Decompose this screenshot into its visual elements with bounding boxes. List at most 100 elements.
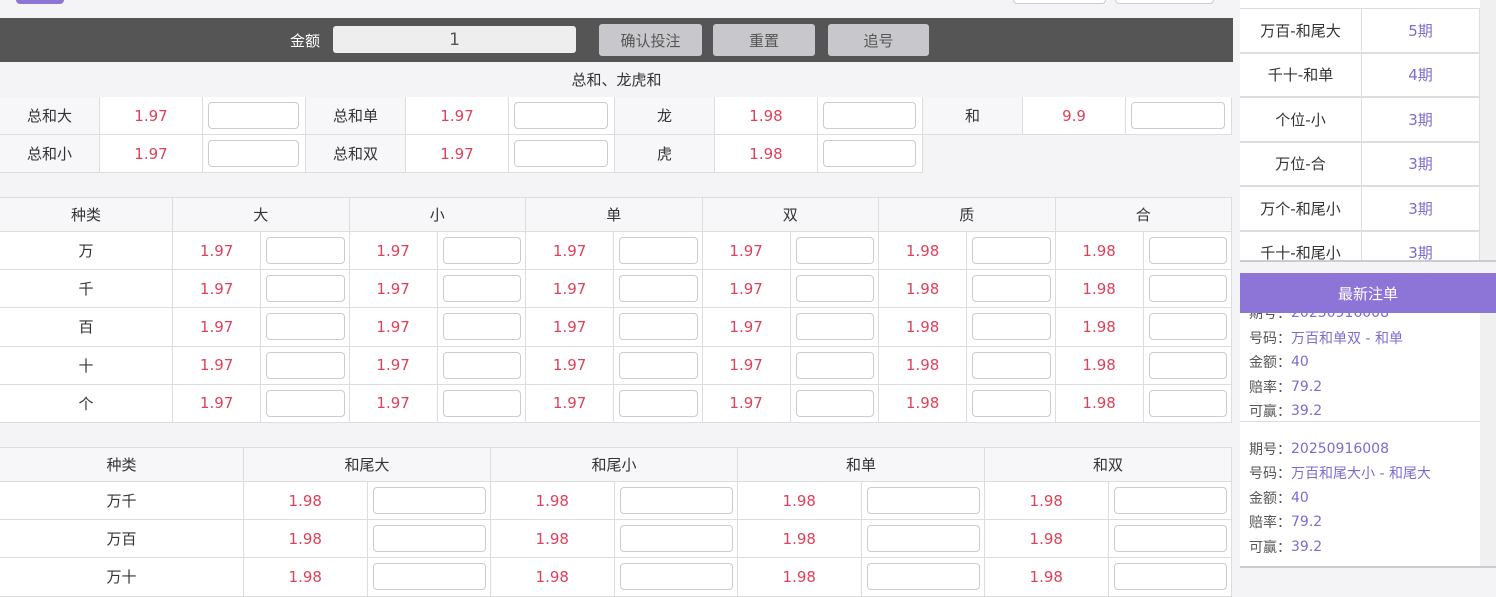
bet-input[interactable] — [514, 102, 608, 129]
toolbar: 金额 1 确认投注 重置 追号 — [0, 18, 1233, 62]
top-button[interactable] — [1013, 0, 1106, 4]
field-value: 40 — [1291, 489, 1309, 506]
field-value: 79.2 — [1291, 378, 1323, 395]
field-label: 赔率： — [1249, 515, 1291, 532]
top-button[interactable] — [16, 0, 64, 4]
odds: 1.97 — [702, 232, 791, 271]
bet-input[interactable] — [619, 389, 698, 417]
bet-input[interactable] — [972, 351, 1051, 379]
bet-input[interactable] — [619, 563, 733, 591]
bet-input[interactable] — [619, 525, 733, 553]
top-button[interactable] — [1115, 0, 1214, 4]
bet-input[interactable] — [972, 389, 1051, 417]
field-value: 39.2 — [1291, 538, 1323, 555]
bet-input[interactable] — [1113, 487, 1227, 514]
bet-input[interactable] — [795, 389, 874, 417]
item-count: 3期 — [1362, 141, 1480, 186]
bet-field: 金额： 40 — [1249, 350, 1479, 374]
odds: 1.98 — [491, 482, 615, 521]
input-cell — [614, 520, 738, 559]
action-button[interactable]: 追号 — [828, 24, 929, 56]
bet-input[interactable] — [795, 237, 874, 264]
bet-input[interactable] — [619, 237, 698, 264]
bet-input[interactable] — [442, 237, 521, 264]
item-name: 万个-和尾小 — [1240, 186, 1362, 231]
input-cell — [509, 97, 615, 135]
action-button[interactable]: 重置 — [713, 24, 815, 56]
bet-input[interactable] — [208, 102, 299, 129]
bet-input[interactable] — [1148, 351, 1227, 379]
input-cell — [967, 384, 1056, 423]
bet-input[interactable] — [795, 351, 874, 379]
bet-input[interactable] — [266, 313, 345, 341]
option-label: 和 — [923, 97, 1023, 135]
row-label: 千 — [0, 270, 173, 309]
input-cell — [437, 384, 526, 423]
bet-input[interactable] — [866, 487, 980, 514]
odds: 1.97 — [702, 270, 791, 309]
input-cell — [818, 97, 923, 135]
bet-input[interactable] — [266, 389, 345, 417]
bet-input[interactable] — [442, 389, 521, 417]
input-cell — [261, 384, 350, 423]
bet-input[interactable] — [866, 563, 980, 591]
bet-input[interactable] — [1148, 313, 1227, 341]
option-label: 总和大 — [0, 97, 100, 135]
bet-input[interactable] — [619, 275, 698, 303]
input-cell — [1126, 97, 1232, 135]
panel-header[interactable]: 最新注单 — [1240, 273, 1496, 313]
bet-input[interactable] — [972, 275, 1051, 303]
odds: 1.98 — [1055, 270, 1144, 309]
bet-list: 期号： 20250916008 号码： 万百和单双 - 和单 金额： 40 赔率： 79.2 可… — [1240, 313, 1496, 568]
bet-input[interactable] — [266, 237, 345, 264]
input-cell — [614, 346, 703, 385]
bet-input[interactable] — [1148, 237, 1227, 264]
option-label: 总和单 — [306, 97, 406, 135]
bet-input[interactable] — [372, 563, 486, 591]
item-name: 个位-小 — [1240, 97, 1362, 142]
bet-input[interactable] — [1113, 563, 1227, 591]
bet-input[interactable] — [619, 313, 698, 341]
bet-field: 期号： 20250916008 — [1249, 437, 1479, 461]
bet-input[interactable] — [266, 351, 345, 379]
bet-input[interactable] — [208, 140, 299, 167]
bet-input[interactable] — [823, 140, 916, 167]
input-cell — [437, 346, 526, 385]
amount-input[interactable]: 1 — [333, 26, 576, 53]
bet-input[interactable] — [442, 351, 521, 379]
bet-input[interactable] — [795, 275, 874, 303]
odds: 1.98 — [879, 232, 968, 271]
bet-input[interactable] — [619, 351, 698, 379]
input-cell — [614, 558, 738, 597]
action-button[interactable]: 确认投注 — [599, 24, 702, 56]
input-cell — [1108, 520, 1232, 559]
bet-input[interactable] — [823, 102, 916, 129]
bet-input[interactable] — [972, 313, 1051, 341]
bet-input[interactable] — [619, 487, 733, 514]
bet-input[interactable] — [866, 525, 980, 553]
odds: 1.98 — [879, 384, 968, 423]
bet-input[interactable] — [372, 525, 486, 553]
input-cell — [203, 97, 306, 135]
field-value: 40 — [1291, 354, 1309, 371]
divider — [1240, 420, 1480, 422]
bet-input[interactable] — [972, 237, 1051, 264]
bet-input[interactable] — [442, 275, 521, 303]
bet-input[interactable] — [1113, 525, 1227, 553]
column-header: 和尾大 — [244, 447, 491, 482]
bet-input[interactable] — [795, 313, 874, 341]
bet-input[interactable] — [442, 313, 521, 341]
bet-input[interactable] — [1131, 102, 1225, 129]
column-header: 种类 — [0, 447, 244, 482]
bet-input[interactable] — [1148, 389, 1227, 417]
bet-input[interactable] — [1148, 275, 1227, 303]
input-cell — [1143, 270, 1232, 309]
odds: 1.98 — [715, 97, 818, 135]
option-label: 虎 — [615, 135, 715, 173]
bet-input[interactable] — [514, 140, 608, 167]
bet-input[interactable] — [266, 275, 345, 303]
odds: 1.98 — [985, 520, 1109, 559]
odds: 9.9 — [1023, 97, 1126, 135]
bet-input[interactable] — [372, 487, 486, 514]
